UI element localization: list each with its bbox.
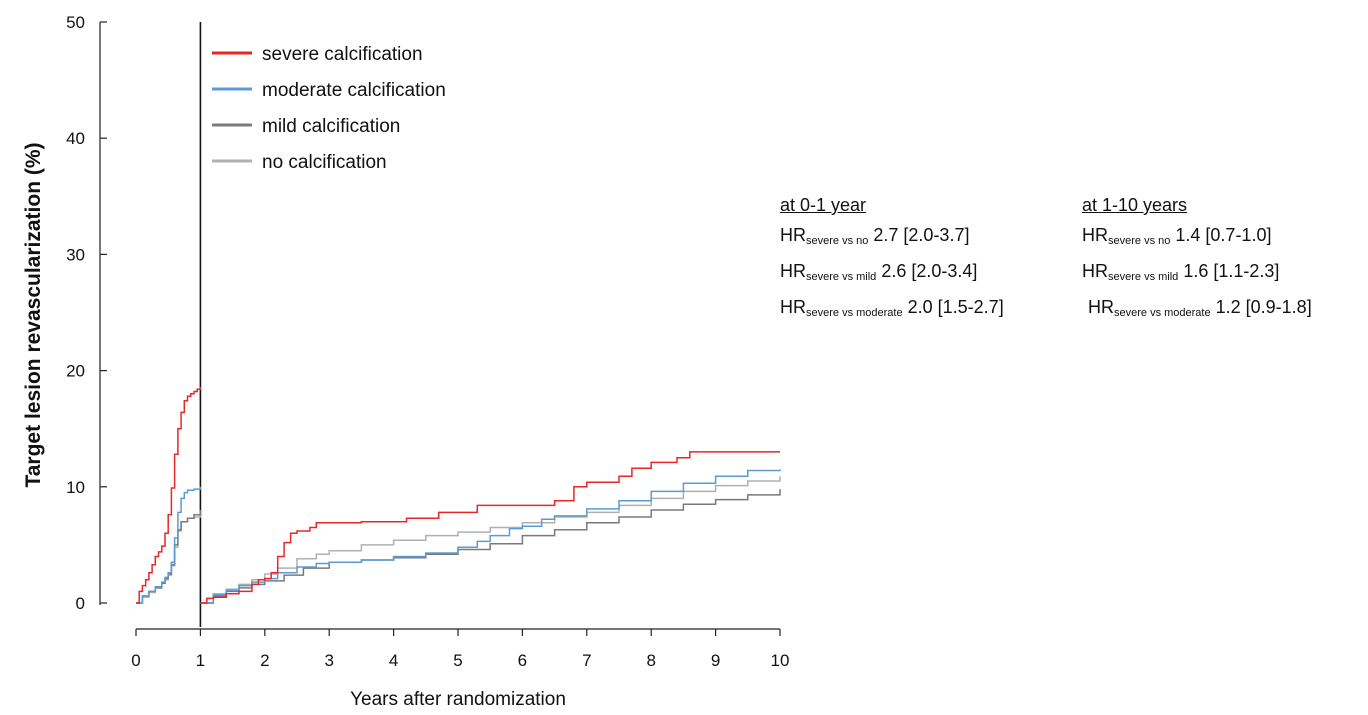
x-tick-label: 5 [453, 651, 462, 670]
hr-row-severe-vs-no: HRsevere vs no 1.4 [0.7-1.0] [1082, 225, 1272, 247]
y-tick-label: 20 [66, 362, 85, 381]
legend-label: severe calcification [262, 44, 423, 65]
hr-panel-header: at 0-1 year [780, 195, 867, 215]
series-lines [136, 386, 781, 604]
series-line [136, 386, 202, 604]
hr-row-severe-vs-mild: HRsevere vs mild 2.6 [2.0-3.4] [780, 261, 978, 283]
x-tick-label: 4 [389, 651, 398, 670]
series-line [200, 476, 781, 604]
series-line [136, 486, 202, 604]
hr-row-severe-vs-mild: HRsevere vs mild 1.6 [1.1-2.3] [1082, 261, 1280, 283]
series-line [200, 469, 781, 604]
x-tick-label: 2 [260, 651, 269, 670]
x-tick-label: 10 [771, 651, 790, 670]
y-tick-label: 10 [66, 478, 85, 497]
x-axis-label: Years after randomization [350, 689, 566, 710]
series-line [200, 489, 781, 604]
x-tick-label: 3 [324, 651, 333, 670]
series-line [200, 451, 780, 604]
hr-panel-0-1-year: at 0-1 year HRsevere vs no 2.7 [2.0-3.7]… [780, 190, 1004, 328]
y-tick-label: 40 [66, 129, 85, 148]
x-tick-label: 8 [646, 651, 655, 670]
series-3 [136, 476, 781, 604]
hr-row-severe-vs-moderate: HRsevere vs moderate 1.2 [0.9-1.8] [1088, 297, 1312, 319]
legend-label: moderate calcification [262, 80, 446, 101]
x-tick-label: 9 [711, 651, 720, 670]
x-tick-label: 7 [582, 651, 591, 670]
x-tick-label: 6 [518, 651, 527, 670]
x-tick-label: 0 [131, 651, 140, 670]
x-tick-label: 1 [196, 651, 205, 670]
legend-label: no calcification [262, 152, 387, 173]
hr-row-severe-vs-no: HRsevere vs no 2.7 [2.0-3.7] [780, 225, 970, 247]
axes: 0 10 20 30 40 50 0 1 2 3 4 5 6 7 8 9 10 [66, 13, 789, 670]
legend: severe calcification moderate calcificati… [212, 44, 446, 173]
y-tick-label: 50 [66, 13, 85, 32]
hr-panel-1-10-years: at 1-10 years HRsevere vs no 1.4 [0.7-1.… [1082, 190, 1312, 328]
series-2 [136, 489, 781, 604]
series-0 [136, 386, 780, 604]
y-axis-label: Target lesion revascularization (%) [22, 142, 45, 487]
hr-row-severe-vs-moderate: HRsevere vs moderate 2.0 [1.5-2.7] [780, 297, 1004, 319]
series-1 [136, 469, 781, 604]
hr-panel-header: at 1-10 years [1082, 195, 1188, 215]
y-tick-label: 0 [76, 594, 85, 613]
legend-label: mild calcification [262, 116, 400, 137]
y-tick-label: 30 [66, 245, 85, 264]
